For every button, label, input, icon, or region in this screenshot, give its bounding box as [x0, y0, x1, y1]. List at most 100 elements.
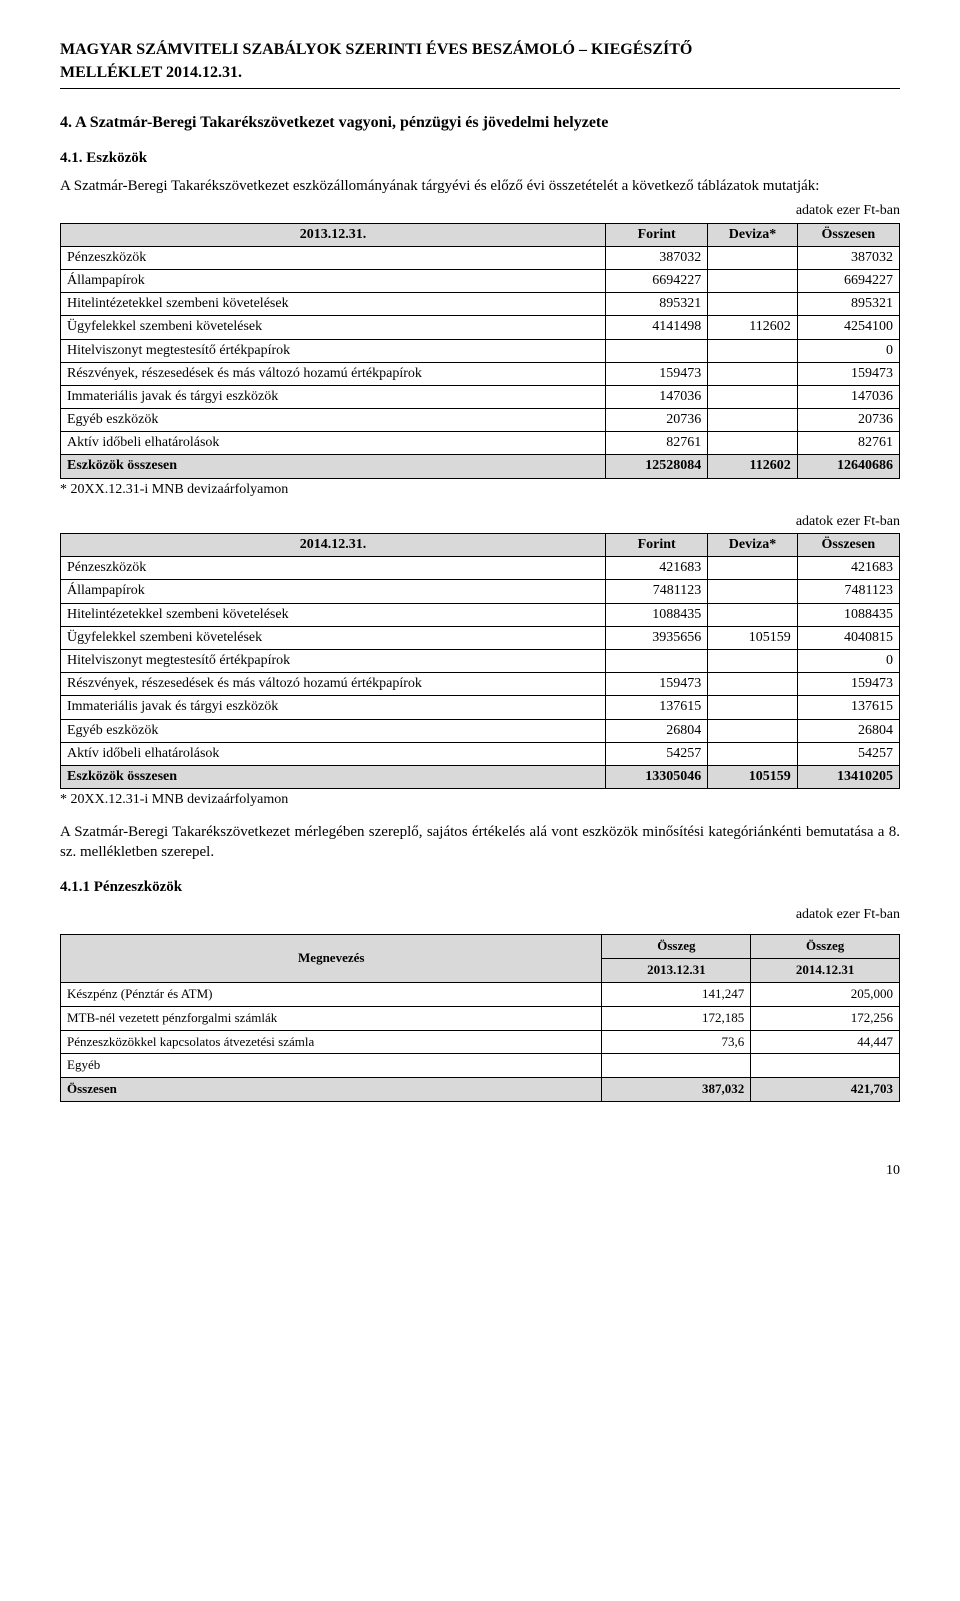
- assets-table-2013: 2013.12.31. Forint Deviza* Összesen Pénz…: [60, 223, 900, 479]
- assets-table-2014: 2014.12.31. Forint Deviza* Összesen Pénz…: [60, 533, 900, 789]
- row-total: 54257: [797, 742, 899, 765]
- row-total: 0: [797, 649, 899, 672]
- row-deviza: [708, 719, 798, 742]
- row-forint: 26804: [606, 719, 708, 742]
- row-total: 895321: [797, 293, 899, 316]
- row-forint: [606, 649, 708, 672]
- table-row: Hitelviszonyt megtestesítő értékpapírok0: [61, 339, 900, 362]
- row-total: 4254100: [797, 316, 899, 339]
- table-row: Hitelintézetekkel szembeni követelések10…: [61, 603, 900, 626]
- section-4-1-title: 4.1. Eszközök: [60, 149, 900, 169]
- total-label: Összesen: [61, 1078, 602, 1102]
- row-deviza: [708, 339, 798, 362]
- tbl-c-osszeg2: Összeg: [751, 934, 900, 958]
- row-label: Hitelintézetekkel szembeni követelések: [61, 603, 606, 626]
- row-total: 4040815: [797, 626, 899, 649]
- row-forint: 4141498: [606, 316, 708, 339]
- row-forint: 3935656: [606, 626, 708, 649]
- table-row: Immateriális javak és tárgyi eszközök137…: [61, 696, 900, 719]
- tbl-b-col-deviza: Deviza*: [708, 534, 798, 557]
- row-deviza: [708, 649, 798, 672]
- row-forint: 387032: [606, 246, 708, 269]
- row-forint: 421683: [606, 557, 708, 580]
- row-label: Hitelviszonyt megtestesítő értékpapírok: [61, 339, 606, 362]
- table-row: Egyéb: [61, 1054, 900, 1078]
- total-y1: 387,032: [602, 1078, 751, 1102]
- row-deviza: [708, 742, 798, 765]
- row-total: 26804: [797, 719, 899, 742]
- tbl-b-date: 2014.12.31.: [61, 534, 606, 557]
- row-y2: 44,447: [751, 1030, 900, 1054]
- row-total: 421683: [797, 557, 899, 580]
- doc-header-line2: MELLÉKLET 2014.12.31.: [60, 63, 900, 84]
- unit-note-1: adatok ezer Ft-ban: [60, 202, 900, 220]
- row-deviza: [708, 246, 798, 269]
- table-row: Immateriális javak és tárgyi eszközök147…: [61, 385, 900, 408]
- total-label: Eszközök összesen: [61, 455, 606, 478]
- table-total-row: Összesen387,032421,703: [61, 1078, 900, 1102]
- total-forint: 12528084: [606, 455, 708, 478]
- section-4-title: 4. A Szatmár-Beregi Takarékszövetkezet v…: [60, 113, 900, 134]
- row-total: 159473: [797, 673, 899, 696]
- row-y1: 141,247: [602, 982, 751, 1006]
- table-row: Aktív időbeli elhatárolások5425754257: [61, 742, 900, 765]
- table-row: Részvények, részesedések és más változó …: [61, 362, 900, 385]
- row-y1: 172,185: [602, 1006, 751, 1030]
- table-row: Egyéb eszközök2680426804: [61, 719, 900, 742]
- footnote-b: * 20XX.12.31-i MNB devizaárfolyamon: [60, 791, 900, 809]
- row-label: Részvények, részesedések és más változó …: [61, 673, 606, 696]
- row-y2: 172,256: [751, 1006, 900, 1030]
- section-4-1-1-title: 4.1.1 Pénzeszközök: [60, 878, 900, 898]
- cash-table: Megnevezés Összeg Összeg 2013.12.31 2014…: [60, 934, 900, 1102]
- tbl-a-col-deviza: Deviza*: [708, 223, 798, 246]
- row-deviza: [708, 385, 798, 408]
- row-deviza: [708, 293, 798, 316]
- tbl-a-col-total: Összesen: [797, 223, 899, 246]
- row-total: 147036: [797, 385, 899, 408]
- row-deviza: [708, 603, 798, 626]
- table-row: MTB-nél vezetett pénzforgalmi számlák172…: [61, 1006, 900, 1030]
- row-label: Hitelviszonyt megtestesítő értékpapírok: [61, 649, 606, 672]
- footnote-a: * 20XX.12.31-i MNB devizaárfolyamon: [60, 481, 900, 499]
- row-label: Részvények, részesedések és más változó …: [61, 362, 606, 385]
- row-forint: 7481123: [606, 580, 708, 603]
- intro-paragraph: A Szatmár-Beregi Takarékszövetkezet eszk…: [60, 177, 900, 197]
- page-number: 10: [60, 1162, 900, 1180]
- row-label: Állampapírok: [61, 580, 606, 603]
- tbl-c-y2: 2014.12.31: [751, 958, 900, 982]
- unit-note-3: adatok ezer Ft-ban: [60, 906, 900, 924]
- tbl-c-osszeg1: Összeg: [602, 934, 751, 958]
- row-y1: [602, 1054, 751, 1078]
- row-deviza: [708, 362, 798, 385]
- total-y2: 421,703: [751, 1078, 900, 1102]
- table-row: Készpénz (Pénztár és ATM)141,247205,000: [61, 982, 900, 1006]
- table-row: Állampapírok66942276694227: [61, 269, 900, 292]
- row-total: 159473: [797, 362, 899, 385]
- row-total: 6694227: [797, 269, 899, 292]
- row-deviza: [708, 432, 798, 455]
- row-forint: 159473: [606, 673, 708, 696]
- row-label: Aktív időbeli elhatárolások: [61, 432, 606, 455]
- table-row: Ügyfelekkel szembeni követelések41414981…: [61, 316, 900, 339]
- row-total: 387032: [797, 246, 899, 269]
- tbl-a-date: 2013.12.31.: [61, 223, 606, 246]
- table-row: Ügyfelekkel szembeni követelések39356561…: [61, 626, 900, 649]
- table-row: Pénzeszközökkel kapcsolatos átvezetési s…: [61, 1030, 900, 1054]
- tbl-a-col-forint: Forint: [606, 223, 708, 246]
- table-row: Állampapírok74811237481123: [61, 580, 900, 603]
- table-row: Pénzeszközök387032387032: [61, 246, 900, 269]
- row-total: 137615: [797, 696, 899, 719]
- paragraph-after-tables: A Szatmár-Beregi Takarékszövetkezet mérl…: [60, 823, 900, 862]
- tbl-c-meg: Megnevezés: [61, 934, 602, 982]
- total-deviza: 105159: [708, 765, 798, 788]
- row-label: Hitelintézetekkel szembeni követelések: [61, 293, 606, 316]
- table-row: Egyéb eszközök2073620736: [61, 409, 900, 432]
- row-total: 7481123: [797, 580, 899, 603]
- row-y2: 205,000: [751, 982, 900, 1006]
- row-y1: 73,6: [602, 1030, 751, 1054]
- row-label: Pénzeszközök: [61, 246, 606, 269]
- table-row: Részvények, részesedések és más változó …: [61, 673, 900, 696]
- row-label: Ügyfelekkel szembeni követelések: [61, 316, 606, 339]
- row-forint: 159473: [606, 362, 708, 385]
- row-forint: 137615: [606, 696, 708, 719]
